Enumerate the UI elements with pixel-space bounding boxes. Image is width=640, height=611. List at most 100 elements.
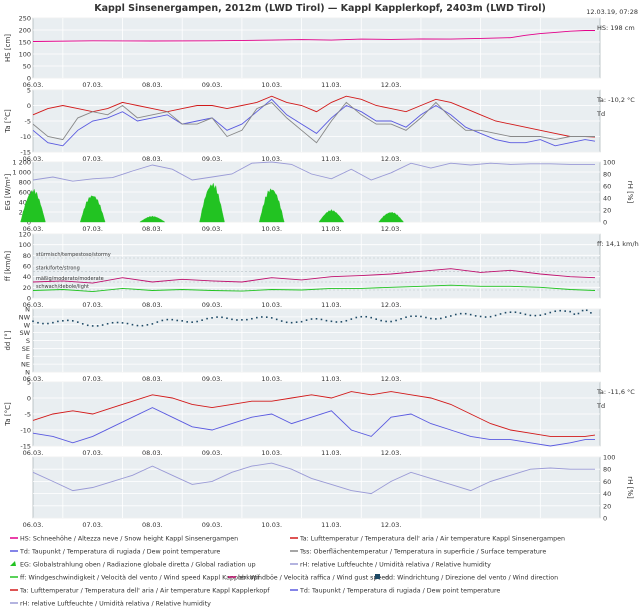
wind-direction-point [111, 321, 114, 324]
wind-direction-point [445, 316, 447, 318]
wind-direction-point [509, 311, 512, 313]
wind-direction-point [151, 323, 154, 325]
wind-direction-point [106, 322, 109, 325]
wind-direction-point [529, 314, 532, 317]
legend-item: Ta: Lufttemperatur / Temperatura dell' a… [19, 588, 270, 595]
series-end-annotation: Td [596, 402, 605, 410]
x-tick-label: 12.03. [381, 155, 402, 163]
legend-item: dd: Windrichtung / Direzione del vento /… [385, 575, 558, 582]
x-tick-label: 06.03. [23, 155, 44, 163]
x-tick-label: 12.03. [381, 301, 402, 309]
wind-direction-point [201, 319, 203, 321]
legend-item: rH: relative Luftfeuchte / Umidità relat… [300, 561, 491, 569]
wind-direction-point [435, 318, 437, 320]
wind-direction-point [37, 321, 39, 324]
wind-direction-point [581, 309, 584, 312]
series-line-hs [32, 30, 595, 42]
wind-band-label: stürmisch/tempestoso/stormy [36, 252, 111, 258]
legend-item: HS: Schneehöhe / Altezza neve / Snow hei… [20, 536, 238, 543]
y-right-tick-label: 0 [603, 515, 607, 523]
y-tick-label: 250 [19, 15, 31, 23]
x-tick-label: 08.03. [142, 375, 163, 383]
y-right-tick-label: 80 [603, 466, 611, 474]
y-right-tick-label: 100 [603, 159, 615, 167]
wind-direction-point [544, 313, 547, 315]
wind-direction-point [420, 315, 422, 318]
x-tick-label: 08.03. [142, 301, 163, 309]
wind-direction-point [577, 312, 580, 315]
wind-direction-point [534, 314, 537, 317]
wind-direction-point [290, 321, 293, 324]
wind-direction-point [554, 310, 557, 313]
y-axis-label: ff [km/h] [4, 251, 12, 281]
wind-direction-point [425, 316, 427, 319]
x-tick-label: 09.03. [202, 521, 223, 529]
y-category-label: SW [19, 329, 30, 337]
wind-direction-point [375, 318, 377, 320]
x-tick-label: 10.03. [261, 155, 282, 163]
y-tick-label: 200 [19, 27, 31, 35]
wind-direction-point [196, 320, 198, 323]
x-tick-label: 09.03. [202, 449, 223, 457]
wind-direction-point [569, 310, 571, 313]
wind-direction-point [410, 315, 412, 318]
wind-direction-point [380, 319, 382, 322]
y-tick-label: 0 [27, 219, 31, 227]
wind-direction-point [176, 319, 179, 322]
wind-direction-point [131, 323, 134, 326]
y-right-tick-label: 20 [603, 502, 611, 510]
y-right-tick-label: 20 [603, 207, 611, 215]
legend-item: ff: Windgeschwindigkeit / Velocità del v… [20, 574, 260, 582]
wind-direction-point [181, 320, 184, 322]
wind-direction-point [62, 320, 64, 322]
y-right-tick-label: 0 [603, 219, 607, 227]
radiation-area-day-5 [259, 188, 285, 223]
wind-direction-point [42, 322, 44, 325]
wind-direction-point [71, 320, 74, 322]
y-tick-label: 100 [19, 241, 31, 249]
wind-direction-point [524, 313, 527, 316]
wind-direction-point [76, 321, 79, 323]
y-tick-label: 0 [27, 395, 31, 403]
legend-item: Td: Taupunkt / Temperatura di rugiada / … [19, 549, 220, 556]
y-right-tick-label: 100 [603, 454, 615, 462]
y-right-tick-label: 40 [603, 195, 611, 203]
wind-direction-point [390, 320, 392, 323]
y-tick-label: -5 [25, 411, 31, 419]
x-tick-label: 12.03. [381, 521, 402, 529]
wind-direction-point [484, 316, 487, 318]
x-tick-label: 10.03. [261, 375, 282, 383]
wind-direction-point [370, 316, 373, 319]
wind-direction-point [464, 312, 467, 315]
wind-band-label: stark/forte/strong [36, 265, 80, 271]
y-tick-label: -15 [20, 443, 31, 451]
y-right-tick-label: 80 [603, 171, 611, 179]
x-tick-label: 10.03. [261, 521, 282, 529]
series-line-rh [32, 462, 595, 495]
wind-direction-point [499, 313, 502, 315]
series-end-annotation: HS: 198 cm [597, 24, 635, 32]
y-tick-label: 50 [23, 63, 31, 71]
radiation-area-day-4 [199, 182, 225, 223]
wind-direction-point [479, 315, 482, 318]
radiation-area-day-6 [318, 209, 345, 223]
wind-direction-point [573, 313, 576, 315]
wind-direction-point [454, 313, 457, 316]
y-tick-label: 1 000 [12, 169, 31, 177]
wind-direction-point [330, 320, 333, 323]
x-tick-label: 10.03. [261, 449, 282, 457]
y-tick-label: 60 [23, 263, 31, 271]
series-line-td [32, 407, 595, 447]
wind-direction-point [585, 309, 588, 312]
wind-direction-point [559, 309, 562, 312]
y-tick-label: 800 [19, 179, 31, 187]
wind-direction-point [67, 319, 69, 322]
series-line-tss [32, 101, 595, 144]
y-tick-label: 20 [23, 284, 31, 292]
y-tick-label: 400 [19, 199, 31, 207]
wind-direction-point [539, 314, 542, 317]
x-tick-label: 07.03. [82, 155, 103, 163]
wind-direction-point [350, 318, 353, 320]
radiation-area-day-7 [378, 212, 404, 223]
